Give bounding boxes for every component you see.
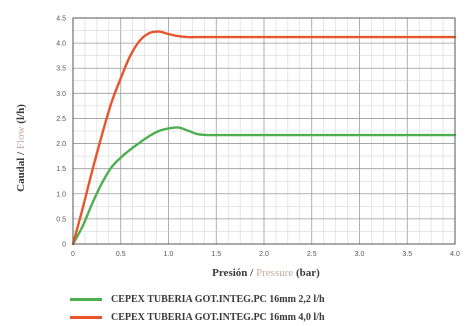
plot-frame [72,17,456,245]
series-line-4-0 [71,30,457,246]
x-tick-label: 1.5 [211,251,221,258]
x-tick-label: 2.0 [259,251,269,258]
x-tick-label: 0.5 [116,251,126,258]
legend-label-2-2: CEPEX TUBERIA GOT.INTEG.PC 16mm 2,2 l/h [111,293,325,305]
x-tick-label: 2.5 [307,251,317,258]
y-axis-title-english: Flow [15,126,27,149]
x-tick-label: 3.0 [355,251,365,258]
y-axis-ticks: 0 0.5 1.0 1.5 2.0 2.5 3.0 3.5 4.0 4.5 [56,16,66,249]
legend-item-4-0: CEPEX TUBERIA GOT.INTEG.PC 16mm 4,0 l/h [70,308,460,326]
x-tick-label: 0 [71,251,75,258]
legend-swatch-green [70,297,102,301]
y-axis-title-separator: / [15,149,27,158]
y-axis-title-unit: (l/h) [15,104,27,127]
grid [72,17,456,245]
y-tick-label: 4.0 [56,41,66,48]
x-axis-title-unit: (bar) [293,267,320,279]
x-axis-title-main: Presión [212,267,247,279]
legend-item-2-2: CEPEX TUBERIA GOT.INTEG.PC 16mm 2,2 l/h [70,290,460,308]
series-line-2-2 [71,126,457,246]
x-axis-title-english: Pressure [256,267,293,279]
y-tick-label: 2.5 [56,116,66,123]
y-tick-label: 4.5 [56,16,66,23]
legend-swatch-orange [70,315,102,319]
x-tick-label: 4.0 [450,251,460,258]
y-tick-label: 2.0 [56,141,66,148]
y-tick-label: 1.5 [56,166,66,173]
y-tick-label: 0 [62,242,66,249]
x-tick-label: 3.5 [402,251,412,258]
x-axis-title: Presión / Pressure (bar) [212,267,320,279]
y-tick-label: 3.5 [56,66,66,73]
x-axis-title-separator: / [247,267,256,279]
legend: CEPEX TUBERIA GOT.INTEG.PC 16mm 2,2 l/h … [70,290,460,326]
legend-label-4-0: CEPEX TUBERIA GOT.INTEG.PC 16mm 4,0 l/h [111,311,325,323]
y-axis-title: Caudal / Flow (l/h) [15,104,27,192]
y-tick-label: 3.0 [56,91,66,98]
y-tick-label: 1.0 [56,191,66,198]
y-tick-label: 0.5 [56,216,66,223]
series-lines [71,30,457,246]
x-axis-ticks: 0 0.5 1.0 1.5 2.0 2.5 3.0 3.5 4.0 [71,251,460,258]
y-axis-title-main: Caudal [15,158,27,192]
x-tick-label: 1.0 [164,251,174,258]
